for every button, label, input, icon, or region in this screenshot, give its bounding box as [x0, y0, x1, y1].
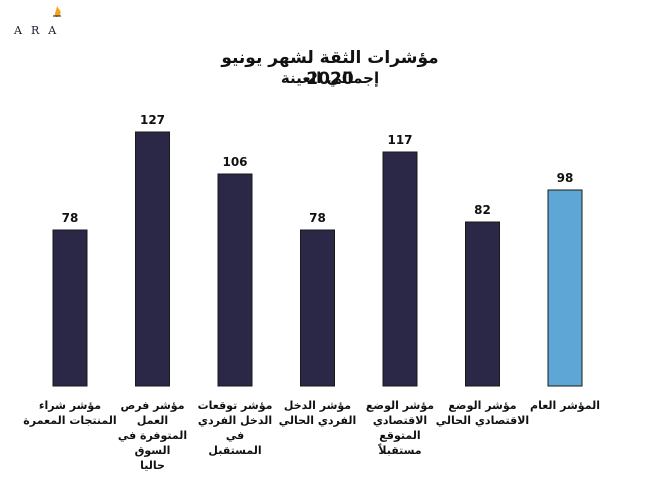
category-label-6: مؤشر الوضع الاقتصادي الحالي	[435, 399, 530, 427]
bar-7	[547, 189, 583, 387]
bar-4	[300, 229, 335, 387]
ara-logo: ARA	[14, 6, 94, 40]
category-label-5: مؤشر الوضع الاقتصادي المتوقع مستقبلاً	[365, 399, 435, 457]
data-label-4: 78	[309, 211, 326, 225]
category-label-7: المؤشر العام	[530, 399, 600, 412]
bar-1	[52, 229, 88, 387]
category-label-3: مؤشر توقعات الدخل الفردي في المستقبل	[197, 399, 273, 457]
data-label-5: 117	[387, 133, 412, 147]
logo-text: ARA	[14, 24, 66, 37]
category-label-2: مؤشر فرص العمل المتوفرة في السوق حاليا	[117, 399, 188, 472]
bar-6	[465, 221, 500, 387]
data-label-3: 106	[222, 155, 247, 169]
category-label-1: مؤشر شراء المنتجات المعمرة	[23, 399, 117, 427]
flame-icon	[53, 6, 61, 18]
bar-5	[382, 151, 418, 387]
chart-subtitle: إجمالي العينة	[280, 69, 380, 87]
data-label-2: 127	[140, 113, 165, 127]
chart-title: مؤشرات الثقة لشهر يونيو 2020	[221, 48, 439, 89]
category-label-4: مؤشر الدخل الفردي الحالي	[278, 399, 357, 427]
bar-3	[217, 173, 253, 387]
data-label-1: 78	[62, 211, 79, 225]
data-label-6: 82	[474, 203, 491, 217]
bar-2	[135, 131, 170, 387]
data-label-7: 98	[557, 171, 574, 185]
